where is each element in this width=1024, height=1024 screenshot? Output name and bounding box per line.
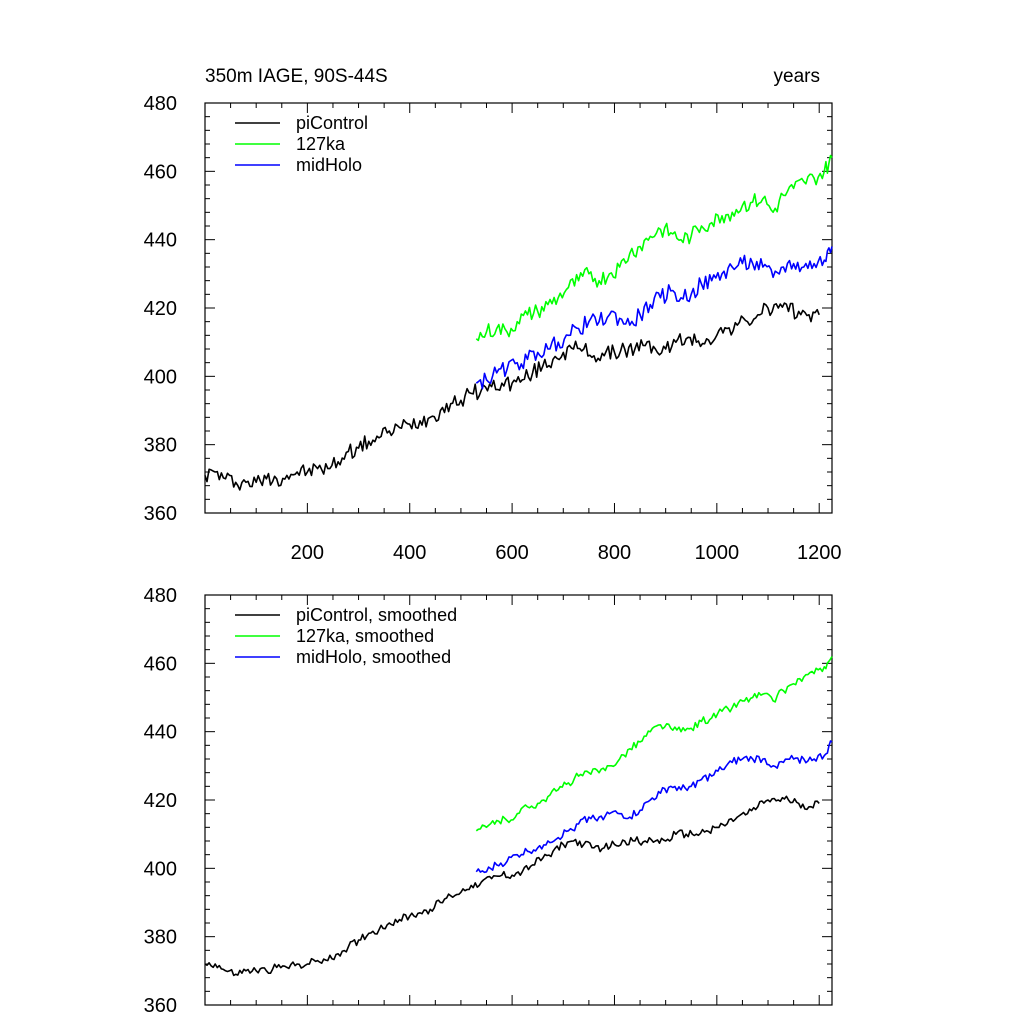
x-tick-label: 1200 — [797, 542, 842, 564]
x-tick-label: 1000 — [695, 542, 740, 564]
y-tick-label: 480 — [144, 93, 177, 115]
legend-label: midHolo, smoothed — [296, 647, 451, 667]
y-tick-label: 440 — [144, 722, 177, 744]
series-line-127ka — [475, 656, 833, 832]
y-tick-label: 460 — [144, 653, 177, 675]
legend-label: midHolo — [296, 155, 362, 175]
y-tick-label: 420 — [144, 790, 177, 812]
legend-label: piControl — [296, 113, 368, 133]
legend-label: piControl, smoothed — [296, 605, 457, 625]
y-tick-label: 400 — [144, 366, 177, 388]
series-line-picontrol — [204, 302, 820, 491]
y-tick-label: 440 — [144, 230, 177, 252]
y-tick-label: 360 — [144, 503, 177, 525]
y-tick-label: 360 — [144, 995, 177, 1017]
y-tick-label: 380 — [144, 927, 177, 949]
y-tick-label: 380 — [144, 435, 177, 457]
x-tick-label: 200 — [291, 542, 324, 564]
bottom-panel: 360 380 400 420 440 460 480 piControl, smoothed… — [144, 585, 833, 1017]
top-panel: 360 380 400 420 440 460 480 200 400 600 800 1000 120… — [144, 93, 842, 564]
x-tick-label: 600 — [495, 542, 528, 564]
y-tick-label: 480 — [144, 585, 177, 607]
series-line-midholo — [475, 740, 833, 874]
legend-label: 127ka, smoothed — [296, 626, 434, 646]
y-tick-label: 400 — [144, 858, 177, 880]
x-tick-label: 800 — [598, 542, 631, 564]
series-line-picontrol — [204, 795, 820, 977]
series-line-midholo — [475, 246, 833, 390]
legend-label: 127ka — [296, 134, 346, 154]
y-tick-label: 420 — [144, 298, 177, 320]
figure-left-string: 350m IAGE, 90S-44S — [205, 66, 388, 87]
x-tick-label: 400 — [393, 542, 426, 564]
figure-right-string: years — [774, 66, 820, 87]
series-line-127ka — [475, 154, 833, 342]
y-tick-label: 460 — [144, 161, 177, 183]
